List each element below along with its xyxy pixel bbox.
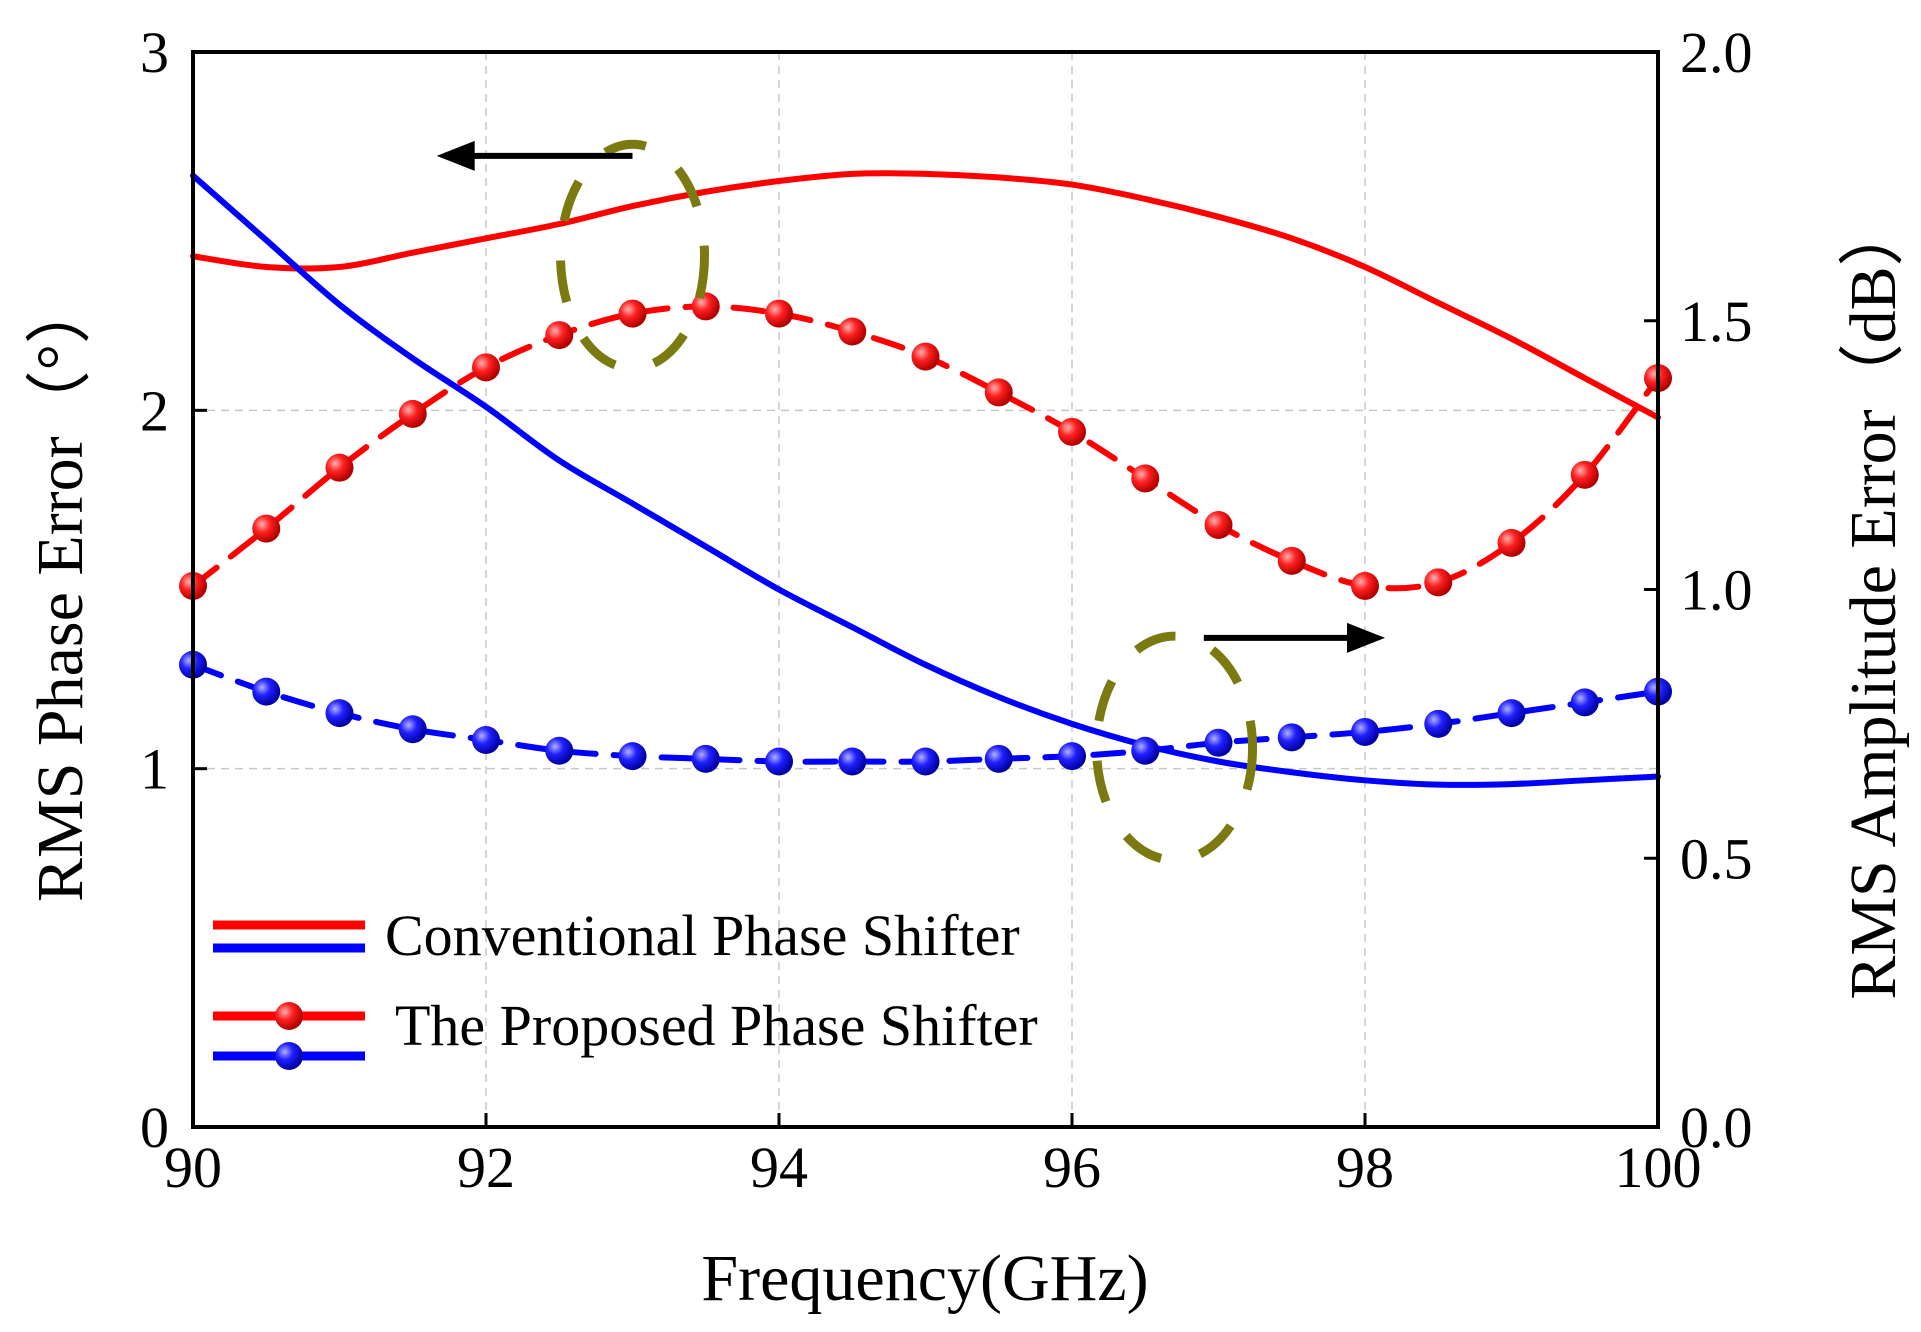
series-3-point-16 [1351,717,1379,746]
series-2-point-10 [911,342,940,371]
series-3-point-18 [1497,699,1526,728]
x-tick-label-96: 96 [1043,1135,1101,1200]
x-tick-label-98: 98 [1336,1135,1394,1200]
series-2-point-17 [1424,568,1453,597]
legend-marker-proposed-blue [275,1042,303,1070]
series-3-point-6 [618,742,647,771]
series-3-point-12 [1058,742,1086,771]
x-tick-label-100: 100 [1615,1135,1702,1200]
series-layer [179,170,1672,788]
annotation-arrow-left-head [436,140,475,171]
series-3-point-11 [984,744,1013,773]
series-2-point-5 [545,321,574,350]
series-3-point-14 [1204,728,1233,757]
series-2-point-16 [1351,571,1379,600]
y-axis-right-title: RMS Amplitude Error（dB） [1837,200,1910,999]
annotation-arrow-right-head [1347,622,1385,653]
y-left-tick-label-0: 0 [140,1095,169,1160]
series-line-1 [190,172,1661,788]
annotation-layer [436,139,1385,865]
series-3 [179,650,1672,776]
series-2-point-18 [1497,528,1526,557]
legend: Conventional Phase Shifter The Proposed … [213,903,1038,1070]
series-3-point-10 [911,747,940,776]
series-3-point-13 [1131,736,1160,765]
series-3-point-7 [691,744,720,773]
series-3-point-19 [1570,688,1599,717]
series-2-point-1 [252,514,281,543]
series-2-point-6 [618,299,647,328]
series-2-point-8 [765,299,793,328]
series-2-point-14 [1204,511,1233,539]
series-2-point-4 [472,353,500,382]
series-3-point-17 [1424,709,1453,738]
series-2-point-3 [398,399,427,428]
x-tick-label-90: 90 [164,1135,222,1200]
series-2-point-9 [838,317,867,346]
y-axis-left-title: RMS Phase Error（°） [24,278,97,902]
series-3-point-3 [398,715,427,744]
y-right-tick-label-1.5: 1.5 [1680,289,1753,354]
legend-label-conventional: Conventional Phase Shifter [385,903,1020,968]
y-right-tick-label-0.0: 0.0 [1680,1095,1753,1160]
x-tick-group: 90 92 94 96 98 100 [164,1113,1702,1200]
series-3-point-5 [545,736,574,765]
series-3-point-8 [765,747,793,776]
series-2-point-12 [1058,417,1086,446]
legend-marker-proposed-red [275,1002,303,1030]
annotation-ellipse-phase [556,139,709,373]
series-3-point-2 [325,699,354,728]
series-2 [179,292,1672,600]
y-left-tick-label-1: 1 [140,737,169,802]
series-2-point-11 [984,378,1013,407]
series-2-point-13 [1131,464,1160,493]
series-2-point-15 [1277,546,1306,575]
y-right-tick-label-1.0: 1.0 [1680,558,1753,623]
series-line-0 [190,170,1661,421]
series-3-point-4 [472,726,500,754]
y-left-tick-label-3: 3 [140,20,169,85]
series-3-point-15 [1277,723,1306,752]
series-2-point-7 [691,292,720,321]
y-right-tick-group: 0.0 0.5 1.0 1.5 2.0 [1644,20,1753,1160]
x-tick-label-94: 94 [750,1135,808,1200]
x-tick-label-92: 92 [457,1135,515,1200]
y-left-tick-group: 0 1 2 3 [140,20,207,1160]
y-left-tick-label-2: 2 [140,378,169,443]
series-1 [190,172,1661,788]
y-right-tick-label-2.0: 2.0 [1680,20,1753,85]
series-0 [190,170,1661,421]
legend-label-proposed: The Proposed Phase Shifter [395,993,1038,1058]
x-axis-title: Frequency(GHz) [701,1242,1148,1315]
series-3-point-1 [252,677,281,706]
series-3-point-9 [838,747,867,776]
series-2-point-2 [325,453,354,482]
annotation-ellipse-amplitude [1092,631,1258,865]
series-2-point-19 [1570,460,1599,489]
y-right-tick-label-0.5: 0.5 [1680,826,1753,891]
